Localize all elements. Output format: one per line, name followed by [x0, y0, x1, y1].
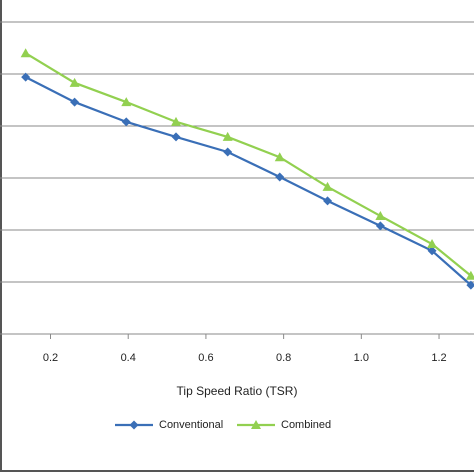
marker [251, 420, 261, 429]
marker [171, 132, 181, 142]
marker [70, 97, 80, 107]
series-line [25, 52, 472, 277]
marker [223, 147, 233, 157]
x-tick-label: 0.2 [43, 352, 58, 364]
marker [275, 172, 285, 182]
marker [171, 116, 182, 126]
x-tick-label: 0.8 [276, 352, 291, 364]
marker [427, 246, 437, 256]
marker [323, 196, 333, 206]
x-tick-label: 1.0 [354, 352, 369, 364]
x-tick-label: 0.6 [198, 352, 213, 364]
x-tick-label: 1.2 [431, 352, 446, 364]
x-tick-label: 0.4 [121, 352, 136, 364]
marker [322, 181, 333, 191]
marker [121, 97, 132, 107]
series-line [25, 76, 472, 286]
x-axis-label: Tip Speed Ratio (TSR) [177, 384, 298, 398]
marker [375, 210, 386, 220]
marker [222, 131, 233, 141]
marker [427, 239, 438, 249]
marker [274, 152, 285, 162]
marker [375, 221, 385, 231]
marker [121, 117, 131, 127]
marker [20, 48, 31, 58]
marker [69, 77, 80, 87]
marker [21, 72, 31, 82]
legend-label: Combined [281, 419, 331, 431]
marker [466, 280, 474, 290]
marker [129, 420, 139, 430]
marker [465, 270, 474, 280]
legend-label: Conventional [159, 419, 223, 431]
